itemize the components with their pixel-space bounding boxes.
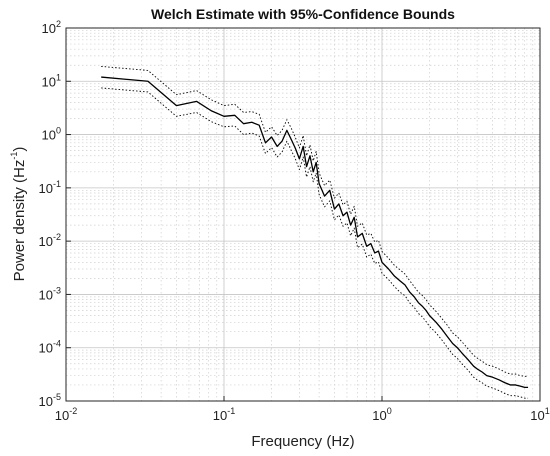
- x-tick-base: 10: [530, 408, 544, 423]
- x-tick-label: 10-2: [55, 406, 77, 423]
- y-tick-exp: 2: [56, 19, 61, 29]
- upper-confidence-bound-line: [101, 65, 529, 377]
- y-tick-base: 10: [42, 74, 56, 89]
- y-axis-label-sup: -1: [9, 152, 19, 160]
- y-tick-label: 10-2: [39, 232, 61, 249]
- y-tick-label: 10-4: [39, 339, 61, 356]
- y-tick-label: 100: [42, 126, 61, 143]
- minor-grid: [66, 28, 540, 401]
- x-tick-base: 10: [372, 408, 386, 423]
- x-tick-label: 101: [530, 406, 549, 423]
- x-tick-exp: 0: [387, 406, 392, 416]
- y-tick-label: 10-5: [39, 392, 61, 409]
- plot-frame: [65, 27, 541, 402]
- y-tick-base: 10: [39, 234, 53, 249]
- y-axis-label-prefix: Power density (Hz: [11, 160, 28, 282]
- lower-confidence-bound-line: [101, 87, 529, 399]
- x-tick-exp: 1: [545, 406, 550, 416]
- y-axis-label: Power density (Hz-1): [9, 147, 28, 282]
- y-tick-exp: 0: [56, 126, 61, 136]
- y-tick-exp: -1: [53, 179, 61, 189]
- y-tick-label: 102: [42, 19, 61, 36]
- x-tick-label: 10-1: [213, 406, 235, 423]
- y-tick-label: 101: [42, 72, 61, 89]
- ticks-layer: 10-2 10-1 100 10110-510-410-310-210-1100101…: [39, 19, 550, 423]
- y-tick-base: 10: [39, 287, 53, 302]
- y-tick-exp: -3: [53, 285, 61, 295]
- y-tick-base: 10: [39, 394, 53, 409]
- x-tick-base: 10: [55, 408, 69, 423]
- y-tick-exp: 1: [56, 72, 61, 82]
- y-tick-base: 10: [42, 128, 56, 143]
- psd-estimate-line: [101, 76, 529, 389]
- x-tick-label: 100: [372, 406, 391, 423]
- y-tick-exp: -4: [53, 339, 61, 349]
- y-tick-base: 10: [39, 341, 53, 356]
- y-axis-label-suffix: ): [11, 147, 28, 152]
- x-axis-label: Frequency (Hz): [251, 433, 354, 450]
- x-tick-exp: -2: [69, 406, 77, 416]
- series-layer: [101, 65, 529, 399]
- y-tick-exp: -2: [53, 232, 61, 242]
- x-tick-exp: -1: [227, 406, 235, 416]
- chart-title: Welch Estimate with 95%-Confidence Bound…: [151, 6, 455, 22]
- y-tick-base: 10: [39, 181, 53, 196]
- y-tick-exp: -5: [53, 392, 61, 402]
- y-tick-label: 10-3: [39, 285, 61, 302]
- x-tick-base: 10: [213, 408, 227, 423]
- y-tick-base: 10: [42, 21, 56, 36]
- plot-area: [66, 28, 540, 401]
- y-tick-label: 10-1: [39, 179, 61, 196]
